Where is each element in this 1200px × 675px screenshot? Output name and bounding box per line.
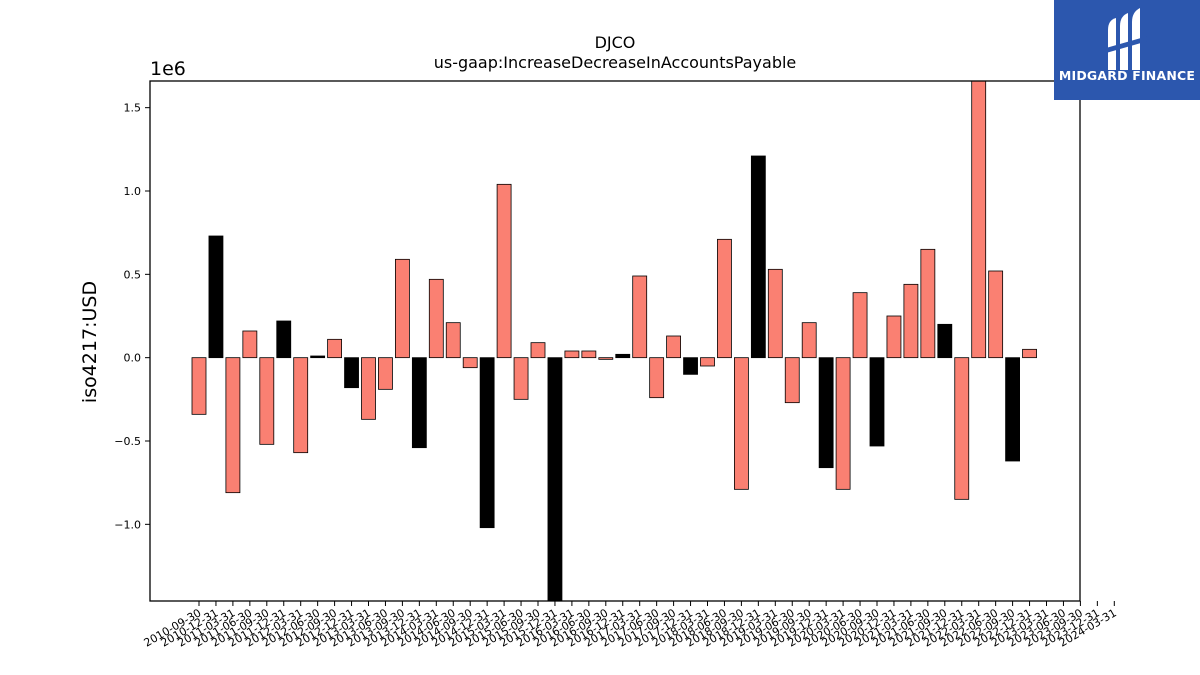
bar [717,238,732,359]
bar [1005,357,1020,462]
bar [361,357,376,420]
bar [242,330,258,359]
y-axis-label: iso4217:USD [79,281,101,403]
bar [869,357,885,447]
bar [649,357,665,399]
bar [327,338,343,359]
y-tick-label: −1.0 [114,518,141,531]
bar [615,353,631,359]
bar [428,278,444,359]
bar [191,357,207,415]
brand-logo: MIDGARD FINANCE [1054,0,1200,100]
bar [734,357,749,490]
plot-frame [149,80,1081,602]
chart-subtitle: us-gaap:IncreaseDecreaseInAccountsPayabl… [434,53,797,72]
bar [479,357,495,529]
bar [903,283,919,359]
y-tick-label: 0.0 [124,352,142,365]
bar [784,357,800,404]
bar [411,357,427,449]
y-tick-label: 1.5 [124,102,142,115]
bar [344,357,359,389]
bar [259,357,275,445]
bar [666,335,681,359]
bar [683,357,698,375]
midgard-logo-icon [1106,8,1148,70]
bar [700,357,715,367]
bar [530,342,546,359]
bar [920,248,936,359]
bar [394,258,410,359]
bar [208,235,224,359]
bar [581,350,597,359]
bar [801,322,817,359]
bar [225,357,241,494]
bar [293,357,309,454]
bar [632,275,648,359]
y-tick-label: 0.5 [124,268,142,281]
bar [767,268,783,359]
bar [818,357,834,469]
bar [971,80,987,359]
bar [835,357,851,490]
bar [496,183,512,359]
y-tick-label: −0.5 [114,435,141,448]
bar [954,357,970,500]
bar [276,320,292,359]
bar [513,357,529,400]
bar [988,270,1004,359]
bar [462,357,478,369]
y-offset-label: 1e6 [150,58,186,80]
bar [886,315,902,359]
bar [378,357,393,390]
bar [937,323,953,359]
y-tick-label: 1.0 [124,185,142,198]
bar [547,357,563,602]
brand-name: MIDGARD FINANCE [1058,68,1196,83]
bar [310,355,326,359]
bar [598,357,614,360]
bar [445,322,461,359]
chart-title: DJCO [595,33,636,52]
bar [750,155,766,359]
bar [852,292,868,359]
bar [1022,348,1037,359]
bar [564,350,580,359]
